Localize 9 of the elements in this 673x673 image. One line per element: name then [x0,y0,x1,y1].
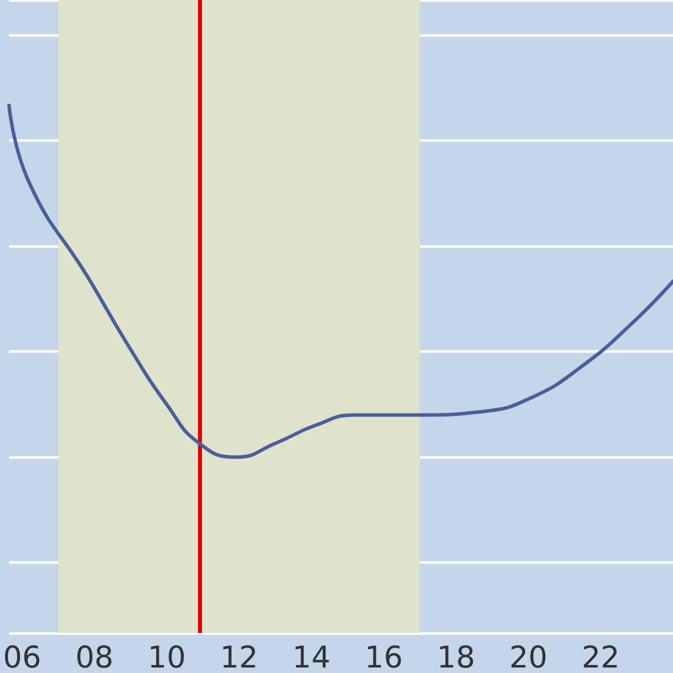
x-tick-label: 16 [364,640,403,673]
x-tick-label: 22 [582,640,620,673]
x-tick-label: 20 [509,640,548,673]
x-tick-label: 06 [2,640,42,673]
x-tick-label: 10 [148,640,186,673]
x-tick-label: 08 [75,640,114,673]
x-tick-label: 12 [220,640,258,673]
x-tick-label: 18 [436,640,476,673]
x-tick-label: 14 [292,640,330,673]
